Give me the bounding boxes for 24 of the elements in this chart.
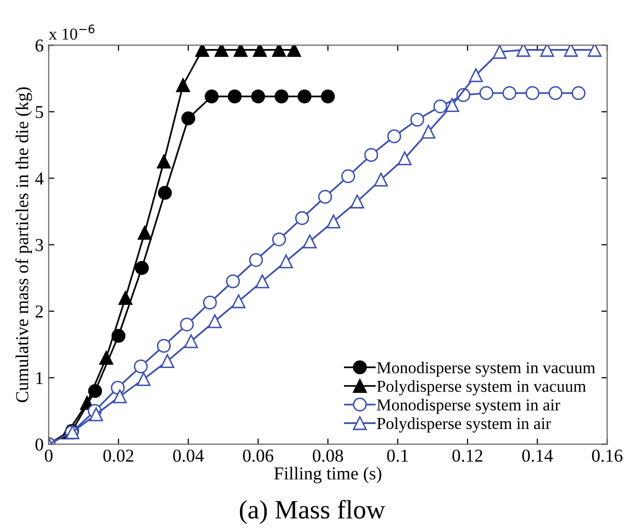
y-tick-label: 6 <box>36 40 44 52</box>
x-tick-label: 0.08 <box>312 450 344 462</box>
x-tick-label: 0.16 <box>592 450 622 462</box>
x-tick-label: 0 <box>44 450 52 462</box>
x-tick-label: 0.1 <box>387 450 408 462</box>
legend-label: Polydisperse system in vacuum <box>377 380 586 396</box>
legend-label: Monodisperse system in air <box>377 398 560 414</box>
y-tick-label: 2 <box>36 306 43 318</box>
x-tick-label: 0.12 <box>452 450 482 462</box>
y-tick-label: 5 <box>36 106 44 118</box>
x-tick-label: 0.02 <box>103 450 134 462</box>
text: x 10$^{−6}$ <box>48 24 94 40</box>
y-tick-label: 4 <box>35 172 44 184</box>
y-tick-label: 0 <box>35 438 44 451</box>
x-tick-label: 0.14 <box>522 450 553 462</box>
x-tick-label: 0.06 <box>242 450 274 462</box>
legend-label: Polydisperse system in air <box>377 417 551 433</box>
x-tick-label: 0.04 <box>173 450 204 462</box>
legend-label: Monodisperse system in vacuum <box>377 362 596 377</box>
y-tick-label: 3 <box>36 239 44 252</box>
y-axis-title: Cumulative mass of particles in the die (kg) <box>15 87 32 402</box>
text: (a) Mass flow <box>240 500 386 524</box>
y-tick-label: 1 <box>36 372 43 384</box>
x-axis-title: Filling time (s) <box>274 466 382 484</box>
